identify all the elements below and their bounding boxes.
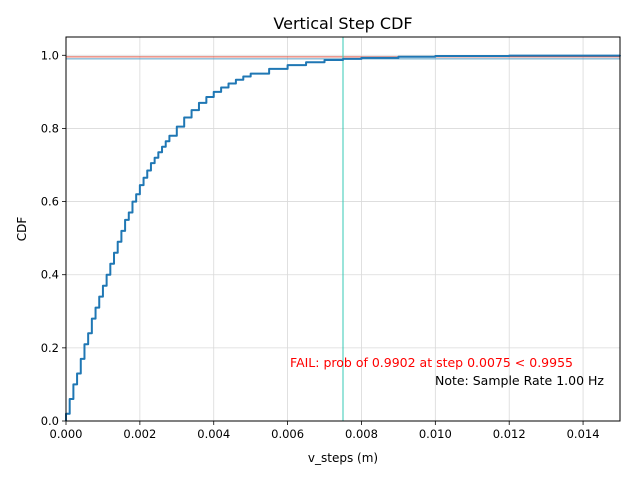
x-axis-label: v_steps (m)	[308, 451, 378, 465]
x-tick-label: 0.002	[123, 427, 156, 441]
x-tick-label: 0.010	[419, 427, 452, 441]
y-axis-ticks: 0.0 0.2 0.4 0.6 0.8 1.0	[41, 48, 66, 428]
y-tick-label: 0.8	[41, 121, 59, 135]
x-tick-label: 0.014	[567, 427, 600, 441]
y-tick-label: 0.6	[41, 195, 59, 209]
x-tick-label: 0.004	[197, 427, 230, 441]
x-tick-label: 0.006	[271, 427, 304, 441]
y-tick-label: 0.4	[41, 268, 59, 282]
chart-title: Vertical Step CDF	[273, 14, 412, 33]
fail-annotation: FAIL: prob of 0.9902 at step 0.0075 < 0.…	[290, 355, 573, 370]
y-tick-label: 0.2	[41, 341, 59, 355]
sample-rate-note: Note: Sample Rate 1.00 Hz	[435, 373, 604, 388]
x-tick-label: 0.008	[345, 427, 378, 441]
y-tick-label: 1.0	[41, 48, 59, 62]
plot-frame	[65, 36, 621, 422]
x-tick-label: 0.012	[493, 427, 526, 441]
x-tick-label: 0.000	[50, 427, 83, 441]
y-tick-label: 0.0	[41, 414, 59, 428]
cdf-series-line	[65, 54, 621, 421]
y-axis-label: CDF	[15, 217, 29, 242]
x-axis-ticks: 0.000 0.002 0.004 0.006 0.008 0.010 0.012 0.014	[50, 421, 600, 441]
series-group	[65, 54, 621, 421]
